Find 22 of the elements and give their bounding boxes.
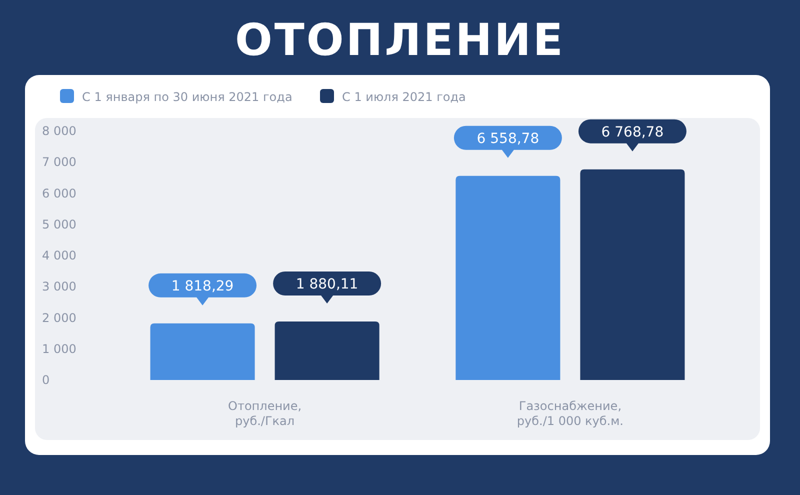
bar (274, 321, 380, 380)
legend-label: С 1 июля 2021 года (342, 90, 466, 104)
x-tick-label: Отопление, руб./Гкал (228, 399, 302, 428)
x-tick-label: Газоснабжение, руб./1 000 куб.м. (516, 399, 624, 428)
bar (580, 169, 685, 380)
y-tick-label: 8 000 (42, 124, 76, 138)
y-tick-label: 1 000 (42, 342, 76, 356)
y-tick-label: 0 (42, 373, 50, 387)
data-label: 6 768,78 (601, 124, 664, 140)
data-label: 1 880,11 (296, 276, 358, 292)
chart-title: ОТОПЛЕНИЕ (235, 15, 565, 66)
y-tick-label: 3 000 (42, 280, 76, 294)
bar (150, 323, 255, 380)
y-tick-label: 7 000 (42, 155, 76, 170)
y-tick-label: 4 000 (42, 248, 76, 262)
y-tick-label: 2 000 (42, 310, 76, 325)
bar (456, 176, 560, 380)
y-tick-label: 6 000 (42, 186, 76, 200)
y-tick-label: 5 000 (42, 217, 76, 232)
data-label: 6 558,78 (476, 130, 540, 147)
legend-label: С 1 января по 30 июня 2021 года (82, 90, 292, 104)
data-label: 1 818,29 (171, 278, 234, 294)
